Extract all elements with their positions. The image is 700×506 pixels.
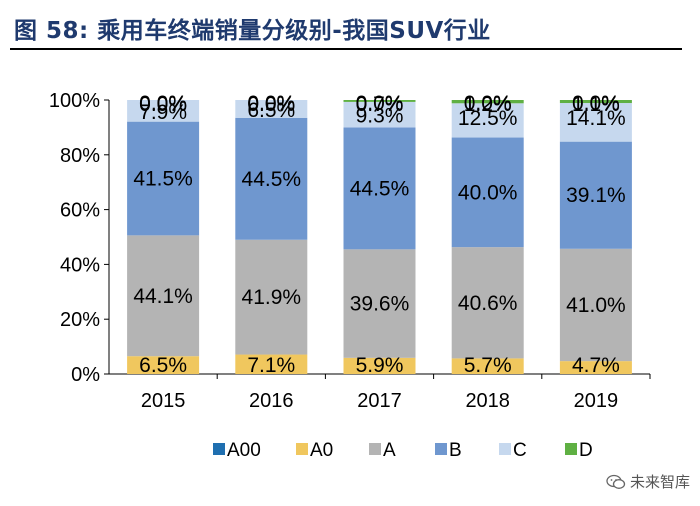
x-tick-label: 2018 — [465, 390, 510, 412]
bar-segment-a-2018 — [451, 247, 524, 359]
figure-title-bar: 图 58: 乘用车终端销量分级别-我国SUV行业 — [10, 10, 682, 50]
legend-label-c: C — [513, 440, 527, 461]
bar-segment-b-2017 — [343, 127, 416, 250]
data-label-a0: 4.7% — [572, 354, 620, 377]
bar-segment-a-2015 — [127, 235, 200, 357]
data-label-a: 41.0% — [566, 294, 626, 317]
watermark: 未来智库 — [606, 471, 690, 492]
bar-segment-a0-2017 — [343, 357, 416, 374]
legend-swatch-d — [565, 443, 577, 455]
data-label-a: 40.6% — [458, 292, 518, 315]
watermark-text: 未来智库 — [629, 473, 690, 491]
data-label-c: 14.1% — [566, 107, 626, 130]
data-label-b: 39.1% — [566, 184, 626, 207]
bar-segment-b-2015 — [127, 121, 200, 236]
bar-segment-a-2017 — [343, 249, 416, 358]
legend-swatch-a00 — [213, 443, 225, 455]
legend-swatch-b — [435, 443, 447, 455]
data-label-c: 6.5% — [247, 99, 295, 122]
data-label-b: 44.5% — [350, 177, 410, 200]
data-label-d: 0.0% — [139, 93, 187, 116]
bar-segment-a0-2016 — [235, 354, 308, 374]
bar-segment-c-2019 — [559, 103, 632, 142]
x-tick-label: 2019 — [574, 390, 619, 412]
bar-segment-b-2018 — [451, 137, 524, 248]
data-label-c: 9.3% — [356, 105, 404, 128]
legend-swatch-c — [499, 443, 511, 455]
data-label-d: 1.1% — [572, 93, 620, 116]
data-label-a: 44.1% — [133, 285, 193, 308]
bar-segment-d-2018 — [451, 100, 524, 104]
legend-label-a0: A0 — [310, 440, 333, 461]
data-label-a0: 5.9% — [356, 354, 404, 377]
wechat-icon — [606, 474, 626, 489]
data-label-a0: 7.1% — [247, 354, 295, 377]
y-tick-label: 20% — [60, 309, 100, 331]
data-label-b: 41.5% — [133, 168, 193, 191]
legend-label-a00: A00 — [227, 440, 261, 461]
bar-segment-b-2019 — [559, 141, 632, 249]
y-tick-label: 80% — [60, 145, 100, 167]
data-label-a0: 6.5% — [139, 354, 187, 377]
bar-segment-c-2017 — [343, 101, 416, 128]
data-label-b: 40.0% — [458, 181, 518, 204]
y-tick-label: 100% — [49, 90, 100, 112]
data-label-a00: 0.0% — [139, 92, 187, 115]
bar-segment-d-2019 — [559, 100, 632, 104]
data-label-a00: 0.0% — [356, 92, 404, 115]
data-label-c: 7.9% — [139, 101, 187, 124]
bar-segment-c-2018 — [451, 103, 524, 138]
bar-segment-a0-2015 — [127, 356, 200, 374]
x-tick-label: 2015 — [141, 390, 186, 412]
bar-segment-a-2016 — [235, 239, 308, 355]
data-label-d: 0.0% — [247, 93, 295, 116]
x-tick-label: 2016 — [249, 390, 294, 412]
data-label-a: 39.6% — [350, 293, 410, 316]
data-label-c: 12.5% — [458, 107, 518, 130]
bar-segment-c-2016 — [235, 100, 308, 118]
data-label-a0: 5.7% — [464, 354, 512, 377]
bar-segment-a0-2019 — [559, 361, 632, 374]
y-tick-label: 40% — [60, 254, 100, 276]
bar-segment-d-2017 — [343, 100, 416, 102]
legend-label-b: B — [449, 440, 462, 461]
data-label-b: 44.5% — [242, 168, 302, 191]
legend-swatch-a0 — [296, 443, 308, 455]
y-tick-label: 60% — [60, 200, 100, 222]
legend-label-a: A — [383, 440, 396, 461]
legend-label-d: D — [579, 440, 593, 461]
bar-segment-c-2015 — [127, 100, 200, 122]
bar-segment-b-2016 — [235, 117, 308, 240]
legend-swatch-a — [369, 443, 381, 455]
data-label-a: 41.9% — [242, 286, 302, 309]
y-tick-label: 0% — [71, 364, 100, 386]
bar-segment-a0-2018 — [451, 358, 524, 374]
data-label-d: 1.2% — [464, 93, 512, 116]
data-label-a00: 0.0% — [247, 92, 295, 115]
data-label-d: 0.7% — [356, 93, 404, 116]
figure-title: 图 58: 乘用车终端销量分级别-我国SUV行业 — [14, 18, 491, 44]
bar-segment-a-2019 — [559, 248, 632, 362]
data-label-a00: 0.0% — [464, 92, 512, 115]
data-label-a00: 0.0% — [572, 92, 620, 115]
x-tick-label: 2017 — [357, 390, 402, 412]
